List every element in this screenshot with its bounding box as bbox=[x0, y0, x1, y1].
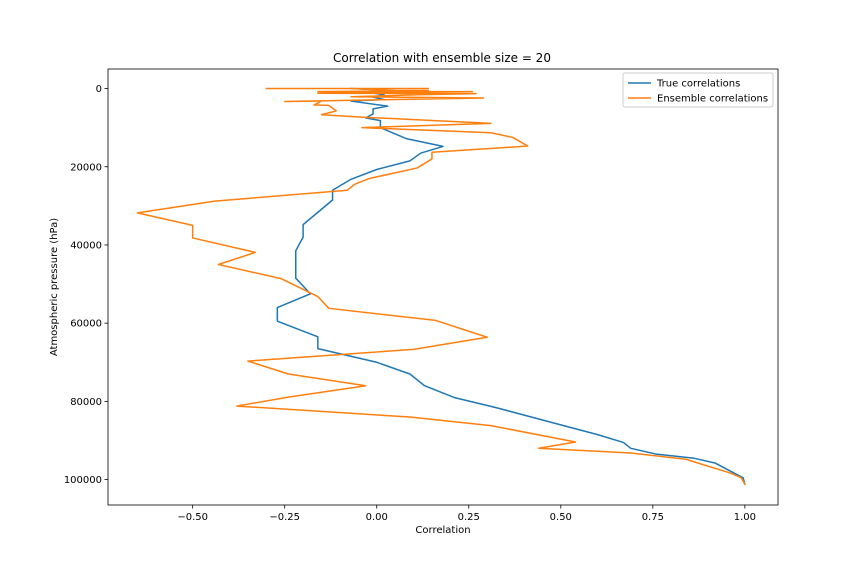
series-layer bbox=[136, 87, 746, 486]
legend-label: True correlations bbox=[656, 79, 740, 90]
y-axis-ticks: 0 20000 40000 60000 80000 100000 bbox=[64, 84, 108, 486]
legend-box bbox=[622, 72, 774, 108]
x-axis-ticks: −0.50 −0.25 0.00 0.25 0.50 0.75 1.00 bbox=[177, 505, 756, 523]
x-tick-label: 0.75 bbox=[642, 512, 664, 523]
y-tick-label: 100000 bbox=[64, 475, 102, 486]
y-tick-label: 80000 bbox=[70, 397, 102, 408]
y-axis-label: Atmospheric pressure (hPa) bbox=[49, 218, 60, 356]
y-tick-label: 20000 bbox=[70, 162, 102, 173]
x-tick-label: −0.25 bbox=[269, 512, 300, 523]
x-tick-label: −0.50 bbox=[177, 512, 208, 523]
legend: True correlations Ensemble correlations bbox=[622, 72, 774, 108]
plot-frame bbox=[107, 68, 779, 506]
y-tick-label: 0 bbox=[96, 84, 102, 95]
series-line-ensemble-correlations bbox=[136, 87, 746, 486]
chart-title: Correlation with ensemble size = 20 bbox=[333, 51, 551, 65]
x-tick-label: 0.25 bbox=[458, 512, 480, 523]
legend-label: Ensemble correlations bbox=[657, 94, 768, 105]
x-tick-label: 1.00 bbox=[734, 512, 756, 523]
x-axis-label: Correlation bbox=[415, 525, 470, 536]
y-tick-label: 40000 bbox=[70, 240, 102, 251]
x-tick-label: 0.50 bbox=[550, 512, 572, 523]
series-line-true-correlations bbox=[276, 87, 746, 486]
y-tick-label: 60000 bbox=[70, 319, 102, 330]
x-tick-label: 0.00 bbox=[366, 512, 388, 523]
